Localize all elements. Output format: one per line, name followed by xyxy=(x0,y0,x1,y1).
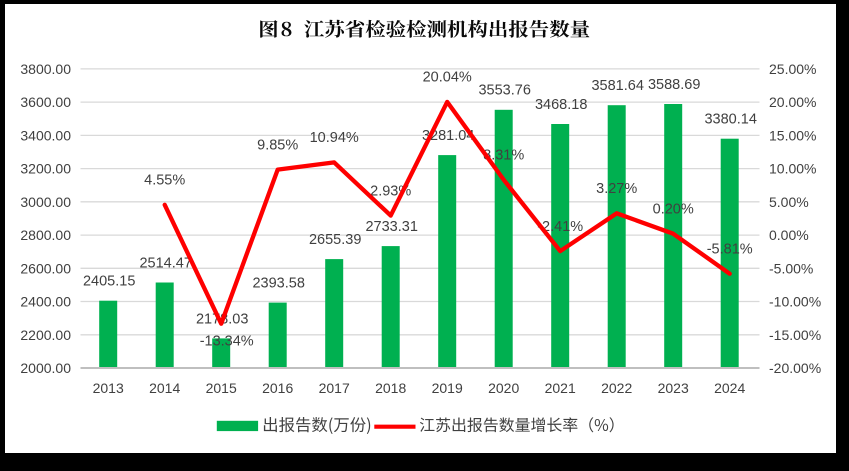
svg-text:2013: 2013 xyxy=(93,380,124,396)
svg-text:3600.00: 3600.00 xyxy=(20,94,71,110)
svg-text:3281.04: 3281.04 xyxy=(422,128,474,144)
svg-text:-5.81%: -5.81% xyxy=(707,241,753,257)
svg-text:2016: 2016 xyxy=(262,380,293,396)
svg-text:2017: 2017 xyxy=(319,380,350,396)
svg-text:25.00%: 25.00% xyxy=(769,61,816,77)
svg-text:3553.76: 3553.76 xyxy=(478,83,530,99)
svg-text:2600.00: 2600.00 xyxy=(20,260,71,276)
svg-text:9.85%: 9.85% xyxy=(257,137,298,153)
svg-text:2655.39: 2655.39 xyxy=(309,232,361,248)
svg-text:2018: 2018 xyxy=(375,380,406,396)
svg-text:3000.00: 3000.00 xyxy=(20,194,71,210)
svg-text:2022: 2022 xyxy=(601,380,632,396)
svg-text:0.00%: 0.00% xyxy=(769,227,809,243)
svg-text:3200.00: 3200.00 xyxy=(20,161,71,177)
svg-text:5.00%: 5.00% xyxy=(769,194,809,210)
svg-text:2014: 2014 xyxy=(149,380,180,396)
svg-text:2393.58: 2393.58 xyxy=(252,276,304,292)
svg-text:15.00%: 15.00% xyxy=(769,127,816,143)
svg-text:3380.14: 3380.14 xyxy=(704,112,756,128)
svg-text:3400.00: 3400.00 xyxy=(20,127,71,143)
svg-text:10.94%: 10.94% xyxy=(310,130,359,146)
svg-text:20.04%: 20.04% xyxy=(423,70,472,86)
svg-text:3581.64: 3581.64 xyxy=(591,78,643,94)
svg-text:20.00%: 20.00% xyxy=(769,94,816,110)
svg-text:0.20%: 0.20% xyxy=(653,201,694,217)
svg-text:2021: 2021 xyxy=(545,380,576,396)
svg-text:-15.00%: -15.00% xyxy=(769,327,821,343)
svg-text:3800.00: 3800.00 xyxy=(20,61,71,77)
svg-text:3588.69: 3588.69 xyxy=(648,77,700,93)
svg-text:2800.00: 2800.00 xyxy=(20,227,71,243)
svg-text:2015: 2015 xyxy=(206,380,237,396)
svg-text:-20.00%: -20.00% xyxy=(769,360,821,376)
svg-text:2000.00: 2000.00 xyxy=(20,360,71,376)
svg-text:2733.31: 2733.31 xyxy=(365,219,417,235)
svg-text:-5.00%: -5.00% xyxy=(769,260,813,276)
svg-text:2200.00: 2200.00 xyxy=(20,327,71,343)
svg-text:8.31%: 8.31% xyxy=(483,148,524,164)
svg-text:4.55%: 4.55% xyxy=(144,173,185,189)
svg-text:2019: 2019 xyxy=(432,380,463,396)
svg-text:3.27%: 3.27% xyxy=(596,181,637,197)
svg-text:-13.34%: -13.34% xyxy=(200,333,254,349)
svg-text:10.00%: 10.00% xyxy=(769,161,816,177)
svg-text:2405.15: 2405.15 xyxy=(83,274,135,290)
svg-text:2020: 2020 xyxy=(488,380,519,396)
svg-text:2514.47: 2514.47 xyxy=(139,255,191,271)
svg-text:-10.00%: -10.00% xyxy=(769,294,821,310)
svg-text:3468.18: 3468.18 xyxy=(535,97,587,113)
svg-text:2024: 2024 xyxy=(714,380,745,396)
svg-text:-2.41%: -2.41% xyxy=(537,219,583,235)
svg-text:2023: 2023 xyxy=(658,380,689,396)
svg-text:2400.00: 2400.00 xyxy=(20,294,71,310)
